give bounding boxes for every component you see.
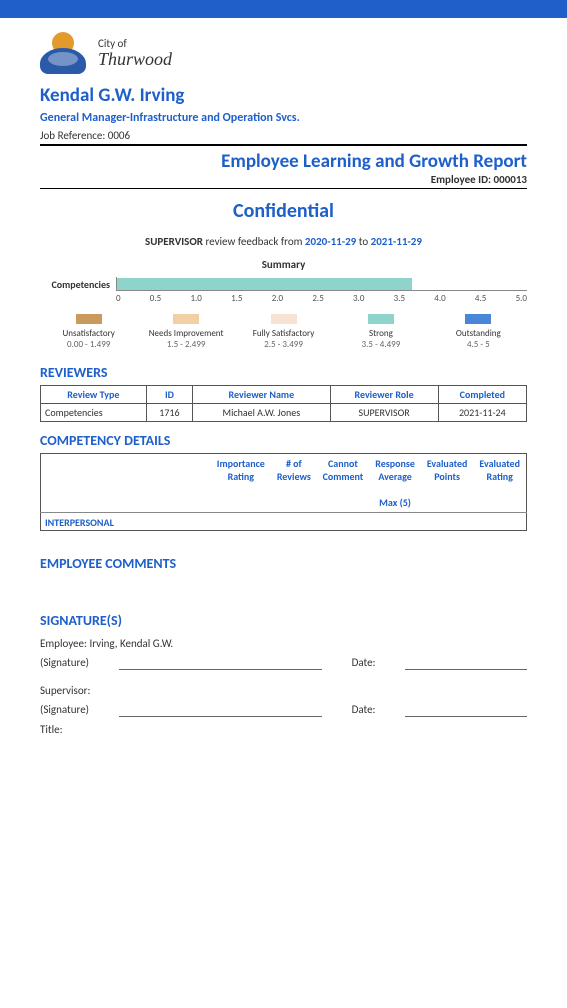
legend-range: 4.5 - 5 [430, 339, 527, 350]
reviewers-col: Reviewer Name [193, 386, 330, 404]
page-body: City of Thurwood Kendal G.W. Irving Gene… [0, 18, 567, 766]
axis-tick: 3.5 [394, 293, 405, 304]
employee-id: Employee ID: 000013 [40, 173, 527, 189]
axis-tick: 2.5 [312, 293, 323, 304]
legend-swatch [465, 314, 491, 324]
axis-tick: 0 [116, 293, 121, 304]
competency-heading: COMPETENCY DETAILS [40, 432, 527, 449]
job-reference: Job Reference: 0006 [40, 129, 527, 142]
title-label: Title: [40, 723, 527, 736]
legend: Unsatisfactory0.00 - 1.499Needs Improvem… [40, 314, 527, 350]
top-accent-bar [0, 0, 567, 18]
reviewers-cell: Competencies [41, 404, 147, 422]
divider [40, 144, 527, 146]
legend-item: Unsatisfactory0.00 - 1.499 [40, 314, 137, 350]
competency-col: ImportanceRating [211, 454, 272, 513]
summary-chart: Competencies [40, 277, 527, 291]
employee-sig-row: (Signature) Date: [40, 656, 527, 670]
legend-swatch [173, 314, 199, 324]
axis-tick: 4.0 [434, 293, 445, 304]
review-feedback-line: SUPERVISOR review feedback from 2020-11-… [40, 235, 527, 248]
legend-swatch [76, 314, 102, 324]
competency-col [41, 454, 211, 513]
report-title: Employee Learning and Growth Report [40, 150, 527, 173]
reviewers-cell: 1716 [146, 404, 192, 422]
reviewers-cell: Michael A.W. Jones [193, 404, 330, 422]
axis-tick: 0.5 [150, 293, 161, 304]
reviewers-heading: REVIEWERS [40, 364, 527, 381]
axis-tick: 1.5 [231, 293, 242, 304]
review-from-date: 2020-11-29 [305, 235, 356, 248]
legend-item: Outstanding4.5 - 5 [430, 314, 527, 350]
review-to-date: 2021-11-29 [371, 235, 422, 248]
legend-swatch [271, 314, 297, 324]
competency-header-row: ImportanceRating# ofReviewsCannotComment… [41, 454, 527, 513]
competency-col: EvaluatedRating [473, 454, 526, 513]
reviewers-col: Completed [438, 386, 526, 404]
chart-bar [117, 278, 412, 290]
legend-label: Fully Satisfactory [235, 328, 332, 339]
chart-axis: 0 0.5 1.0 1.5 2.0 2.5 3.0 3.5 4.0 4.5 5.0 [116, 293, 527, 304]
axis-tick: 2.0 [272, 293, 283, 304]
supervisor-label: Supervisor: [40, 684, 527, 697]
city-name-block: City of Thurwood [98, 36, 172, 70]
comments-heading: EMPLOYEE COMMENTS [40, 555, 527, 572]
date-line [405, 703, 527, 717]
competency-table: ImportanceRating# ofReviewsCannotComment… [40, 453, 527, 531]
city-name: Thurwood [98, 49, 172, 70]
axis-tick: 3.0 [353, 293, 364, 304]
legend-range: 1.5 - 2.499 [137, 339, 234, 350]
summary-label: Summary [40, 258, 527, 271]
signature-line [119, 703, 322, 717]
reviewers-cell: 2021-11-24 [438, 404, 526, 422]
reviewers-header-row: Review TypeIDReviewer NameReviewer RoleC… [41, 386, 527, 404]
review-role: SUPERVISOR [145, 235, 203, 248]
legend-item: Needs Improvement1.5 - 2.499 [137, 314, 234, 350]
competency-group: INTERPERSONAL [41, 513, 527, 531]
legend-label: Outstanding [430, 328, 527, 339]
signature-block: SIGNATURE(S) Employee: Irving, Kendal G.… [40, 612, 527, 736]
reviewers-table: Review TypeIDReviewer NameReviewer RoleC… [40, 385, 527, 422]
header-row: City of Thurwood [40, 30, 527, 76]
chart-row-label: Competencies [40, 278, 110, 291]
legend-item: Strong3.5 - 4.499 [332, 314, 429, 350]
axis-tick: 1.0 [190, 293, 201, 304]
axis-tick: 5.0 [516, 293, 527, 304]
reviewers-col: ID [146, 386, 192, 404]
legend-label: Unsatisfactory [40, 328, 137, 339]
legend-range: 0.00 - 1.499 [40, 339, 137, 350]
legend-swatch [368, 314, 394, 324]
reviewers-col: Review Type [41, 386, 147, 404]
legend-label: Strong [332, 328, 429, 339]
legend-label: Needs Improvement [137, 328, 234, 339]
axis-tick: 4.5 [475, 293, 486, 304]
city-logo [40, 30, 86, 76]
legend-item: Fully Satisfactory2.5 - 3.499 [235, 314, 332, 350]
employee-sig-name: Employee: Irving, Kendal G.W. [40, 637, 527, 650]
competency-col: # ofReviews [271, 454, 316, 513]
legend-range: 2.5 - 3.499 [235, 339, 332, 350]
reviewers-cell: SUPERVISOR [330, 404, 438, 422]
signature-line [119, 656, 322, 670]
competency-col: CannotComment [317, 454, 370, 513]
supervisor-sig-row: (Signature) Date: [40, 703, 527, 717]
confidential-label: Confidential [40, 199, 527, 223]
competency-col: EvaluatedPoints [421, 454, 474, 513]
legend-range: 3.5 - 4.499 [332, 339, 429, 350]
reviewers-col: Reviewer Role [330, 386, 438, 404]
employee-title: General Manager-Infrastructure and Opera… [40, 111, 527, 125]
employee-name: Kendal G.W. Irving [40, 84, 527, 107]
table-row: Competencies1716Michael A.W. JonesSUPERV… [41, 404, 527, 422]
date-line [405, 656, 527, 670]
signatures-heading: SIGNATURE(S) [40, 612, 527, 629]
competency-col: ResponseAverageMax (5) [369, 454, 421, 513]
chart-bar-area [116, 277, 527, 291]
